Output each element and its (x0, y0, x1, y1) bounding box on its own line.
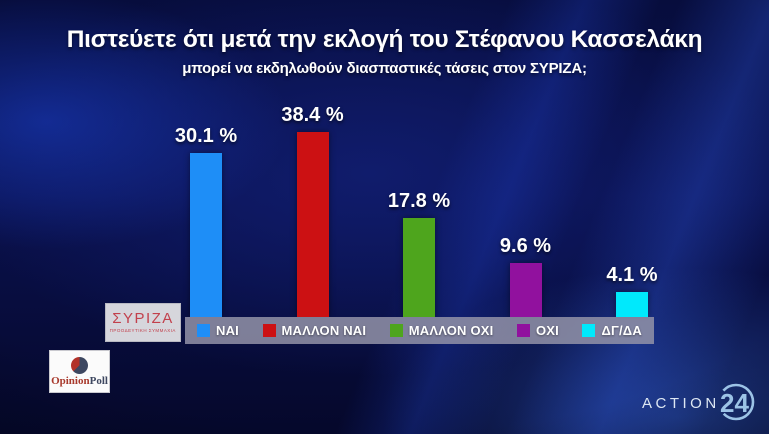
bar-5 (616, 292, 648, 317)
opinionpoll-name: OpinionPoll (51, 374, 108, 387)
syriza-logo: ΣΥΡΙΖΑ ΠΡΟΟΔΕΥΤΙΚΗ ΣΥΜΜΑΧΙΑ (105, 303, 181, 342)
bar-slot-5: 4.1 % (606, 264, 658, 317)
bar-value-label: 30.1 % (174, 125, 238, 147)
legend-swatch-icon (197, 324, 210, 337)
pie-chart-icon (71, 356, 88, 374)
action24-number: 24 (720, 388, 749, 418)
bar-value-label: 17.8 % (387, 190, 451, 212)
bar-4 (509, 263, 542, 317)
action24-circle-icon (717, 383, 755, 421)
legend-label: ΟΧΙ (535, 323, 559, 338)
opinionpoll-name-part1: Opinion (51, 374, 90, 387)
syriza-logo-tagline: ΠΡΟΟΔΕΥΤΙΚΗ ΣΥΜΜΑΧΙΑ (109, 328, 177, 334)
bars: 30.1 % 38.4 % 17.8 % 9.6 % 4.1 % (175, 104, 658, 317)
bar-value-label: 38.4 % (281, 104, 344, 126)
legend-label: ΜΑΛΛΟΝ ΝΑΙ (281, 323, 367, 338)
bar-slot-1: 30.1 % (175, 125, 237, 317)
legend-item: ΝΑΙ (197, 323, 239, 338)
bar-slot-3: 17.8 % (388, 190, 450, 317)
syriza-logo-name: ΣΥΡΙΖΑ (112, 310, 174, 327)
legend-swatch-icon (582, 324, 596, 337)
bar-1 (190, 153, 222, 317)
chart-subtitle: μπορεί να εκδηλωθούν διασπαστικές τάσεις… (182, 60, 587, 77)
bar-3 (403, 218, 435, 317)
bar-2 (296, 132, 329, 317)
legend-item: ΟΧΙ (516, 323, 559, 338)
action24-brand: ACTION (642, 395, 720, 412)
legend-label: ΜΑΛΛΟΝ ΟΧΙ (408, 323, 494, 338)
legend-item: ΜΑΛΛΟΝ ΝΑΙ (262, 323, 367, 338)
bar-slot-2: 38.4 % (281, 104, 344, 317)
opinionpoll-name-part2: Poll (89, 374, 108, 387)
legend-swatch-icon (389, 324, 403, 337)
chart-title: Πιστεύετε ότι μετά την εκλογή του Στέφαν… (66, 26, 703, 53)
opinionpoll-logo: OpinionPoll (49, 350, 110, 393)
legend-swatch-icon (262, 324, 276, 337)
action24-svg: ACTION 24 (642, 383, 755, 421)
legend: ΝΑΙ ΜΑΛΛΟΝ ΝΑΙ ΜΑΛΛΟΝ ΟΧΙ ΟΧΙ ΔΓ/ΔΑ (185, 317, 654, 344)
legend-item: ΜΑΛΛΟΝ ΟΧΙ (389, 323, 494, 338)
legend-item: ΔΓ/ΔΑ (582, 323, 642, 338)
bar-value-label: 9.6 % (499, 235, 552, 257)
bar-slot-4: 9.6 % (500, 235, 551, 317)
legend-label: ΔΓ/ΔΑ (601, 323, 642, 338)
legend-swatch-icon (516, 324, 530, 337)
bar-value-label: 4.1 % (606, 264, 658, 286)
action24-logo: ACTION 24 (628, 377, 766, 431)
legend-label: ΝΑΙ (216, 323, 239, 338)
